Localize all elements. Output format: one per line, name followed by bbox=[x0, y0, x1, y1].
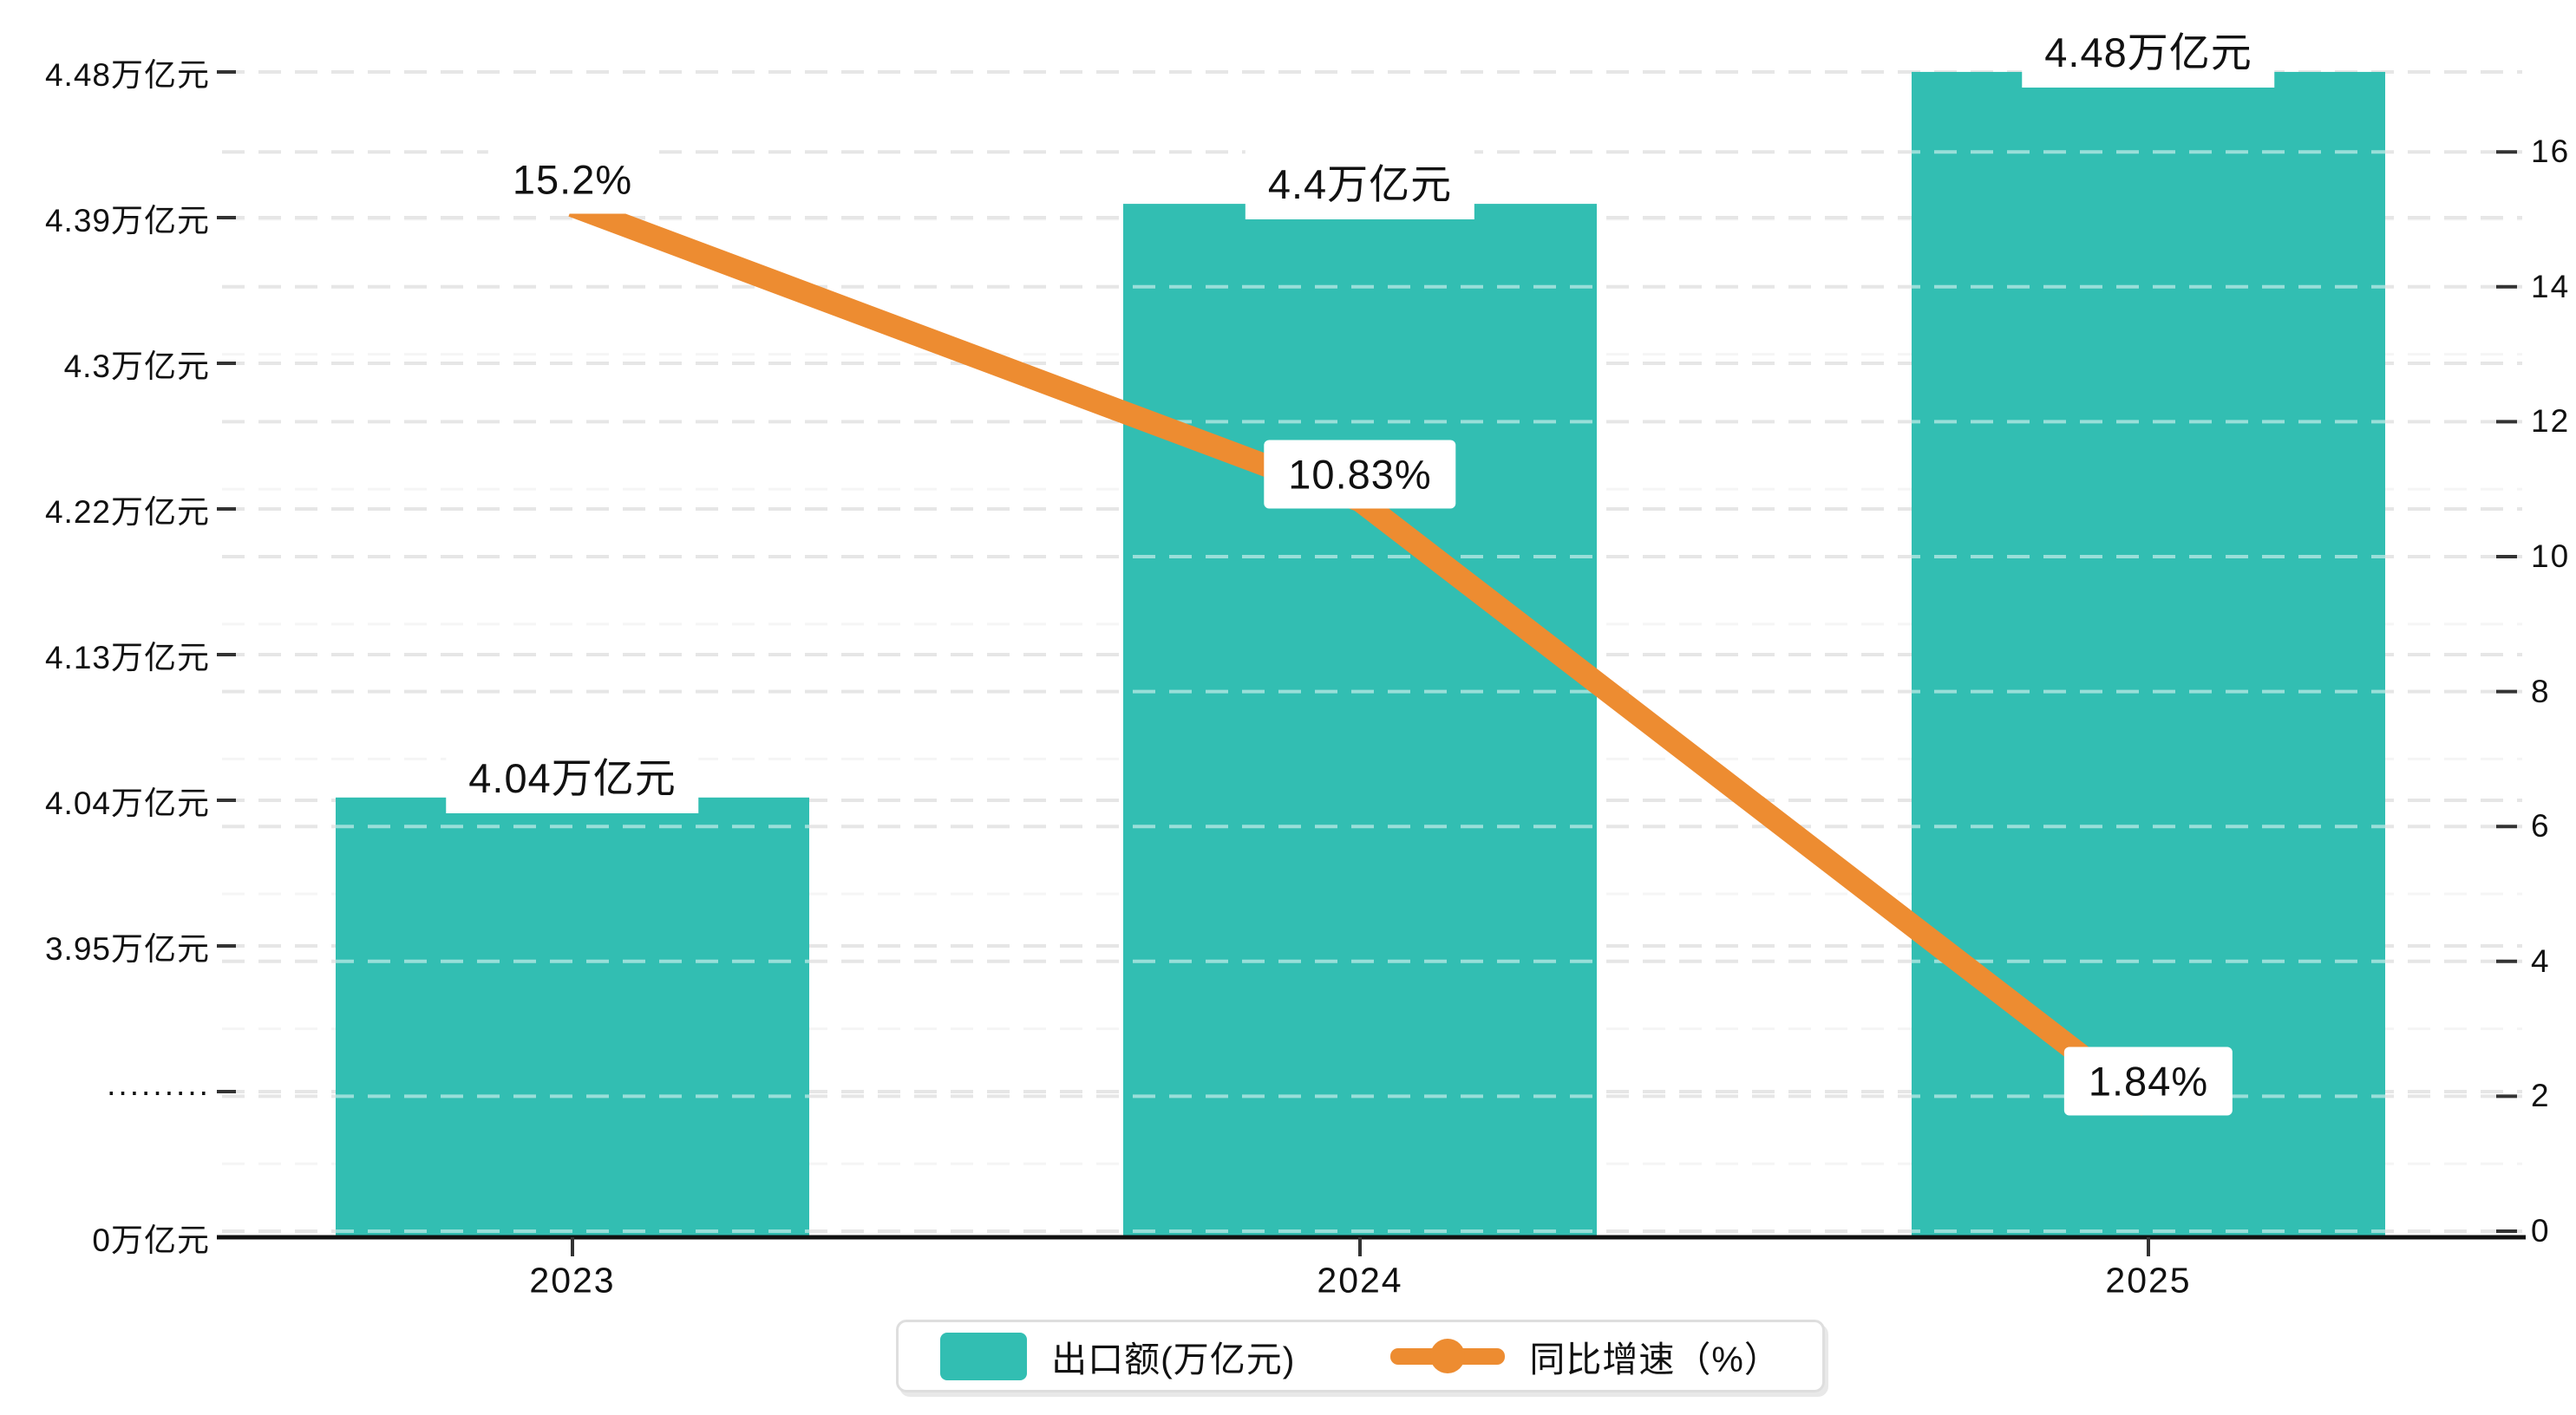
bar-series-swatch-icon bbox=[940, 1332, 1028, 1380]
bar-2025[interactable] bbox=[1912, 71, 2385, 1238]
legend-label-growth: 同比增速（%） bbox=[1529, 1340, 1781, 1379]
bar-2024[interactable] bbox=[1123, 204, 1597, 1238]
line-series-swatch-icon bbox=[1390, 1333, 1506, 1380]
bar-2023[interactable] bbox=[336, 797, 809, 1237]
legend: 出口额(万亿元) 同比增速（%） bbox=[896, 1320, 1825, 1392]
legend-item-export[interactable]: 出口额(万亿元) bbox=[940, 1330, 1295, 1382]
legend-item-growth[interactable]: 同比增速（%） bbox=[1390, 1330, 1780, 1382]
legend-label-export: 出口额(万亿元) bbox=[1051, 1340, 1296, 1379]
